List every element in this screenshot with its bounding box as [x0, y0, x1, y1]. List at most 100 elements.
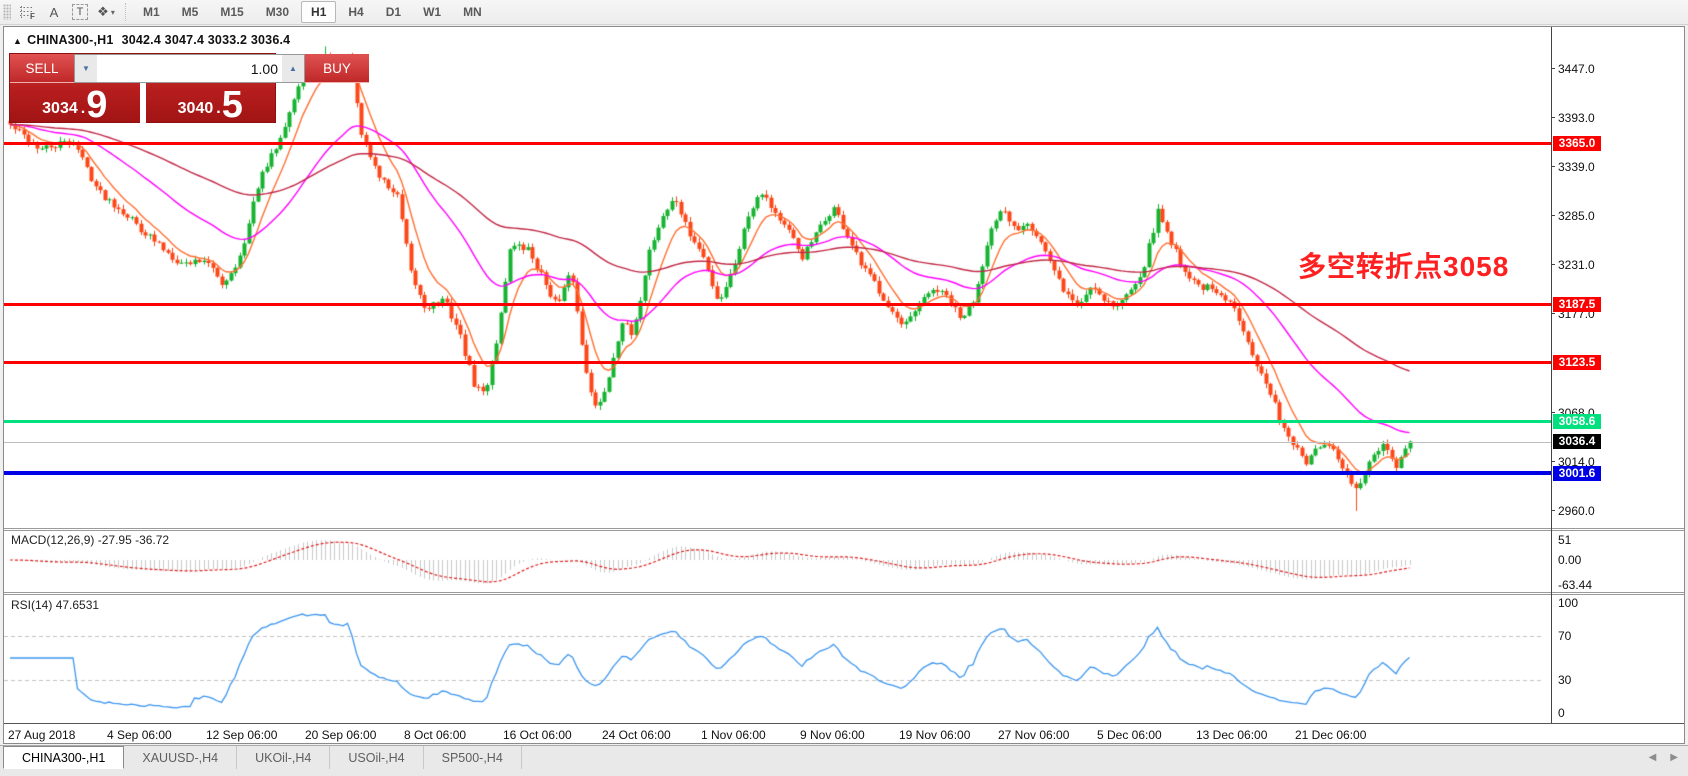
pane-separator-macd-rsi[interactable]	[4, 592, 1684, 595]
text-label-glyph: T	[72, 4, 88, 20]
toolbar-separator	[125, 3, 126, 21]
macd-axis-tick: 0.00	[1558, 553, 1582, 567]
buy-price-pip: 5	[221, 83, 243, 126]
chart-tab-sp500-h4[interactable]: SP500-,H4	[424, 746, 522, 769]
chart-annotation-text[interactable]: 多空转折点3058	[1298, 251, 1510, 282]
text-label-tool-icon[interactable]: T	[68, 2, 92, 23]
macd-label: MACD(12,26,9) -27.95 -36.72	[11, 533, 170, 547]
price-level-tag: 3123.5	[1553, 355, 1601, 371]
tab-scroll-left-icon[interactable]: ◀	[1648, 752, 1657, 763]
chart-tab-usoil-h4[interactable]: USOil-,H4	[330, 746, 424, 769]
x-axis-label: 20 Sep 06:00	[305, 728, 377, 742]
x-axis-label: 8 Oct 06:00	[404, 728, 467, 742]
chart-tab-ukoil-h4[interactable]: UKOil-,H4	[237, 746, 331, 769]
chart-expand-icon[interactable]: ▲	[13, 36, 23, 46]
symbol-timeframe: CHINA300-,H1	[27, 33, 114, 47]
chart-tab-china300-h1[interactable]: CHINA300-,H1	[3, 746, 125, 769]
price-level-tag: 3365.0	[1553, 135, 1601, 151]
sell-price-pip: 9	[86, 83, 108, 126]
rsi-axis-tick: 30	[1558, 673, 1572, 687]
buy-button[interactable]: BUY	[305, 54, 369, 83]
volume-input[interactable]	[97, 55, 282, 82]
y-axis-tick: 2960.0	[1551, 503, 1595, 518]
horizontal-level-line[interactable]	[4, 302, 1551, 306]
time-axis-frame	[4, 723, 1684, 724]
shapes-glyph: ❖	[97, 4, 109, 19]
top-toolbar: F A T ❖ ▾ M1 M5 M15 M30 H1 H4 D1 W1 MN	[0, 0, 1688, 25]
macd-indicator-canvas[interactable]	[4, 532, 1551, 592]
chart-tab-xauusd-h4[interactable]: XAUUSD-,H4	[124, 746, 238, 769]
x-axis-label: 19 Nov 06:00	[899, 728, 971, 742]
svg-text:F: F	[30, 12, 35, 20]
crosshair-cursor-icon[interactable]: F	[16, 2, 40, 23]
timeframe-w1[interactable]: W1	[423, 5, 442, 19]
y-axis-tick: 3231.0	[1551, 257, 1595, 272]
chart-tab-bar: CHINA300-,H1 XAUUSD-,H4 UKOil-,H4 USOil-,H4…	[0, 745, 1688, 776]
pane-separator-main-macd[interactable]	[4, 528, 1684, 531]
x-axis-label: 9 Nov 06:00	[800, 728, 865, 742]
chevron-down-icon: ▾	[110, 7, 115, 17]
y-axis-tick: 3447.0	[1551, 62, 1595, 76]
rsi-axis-tick: 70	[1558, 629, 1572, 643]
horizontal-level-line[interactable]	[4, 471, 1551, 476]
chart-window: ▲ CHINA300-,H1 3042.4 3047.4 3033.2 3036.4…	[3, 26, 1685, 744]
volume-decrease-button[interactable]: ▼	[75, 55, 97, 82]
y-axis-tick: 3285.0	[1551, 208, 1595, 223]
price-level-tag: 3058.6	[1553, 413, 1601, 429]
x-axis-label: 27 Nov 06:00	[998, 728, 1070, 742]
sell-price-main: 3034	[42, 100, 78, 117]
y-axis-tick: 3014.0	[1551, 454, 1595, 469]
timeframe-h1[interactable]: H1	[301, 1, 337, 23]
x-axis-label: 16 Oct 06:00	[503, 728, 572, 742]
sell-button[interactable]: SELL	[10, 54, 74, 83]
sell-price-dot: .	[80, 100, 86, 117]
timeframe-h4[interactable]: H4	[348, 5, 364, 19]
current-price-tag: 3036.4	[1553, 434, 1601, 450]
horizontal-level-line[interactable]	[4, 361, 1551, 365]
arrow-text-tool-icon[interactable]: A	[49, 4, 59, 20]
volume-increase-button[interactable]: ▲	[282, 55, 304, 82]
timeframe-bar: M1 M5 M15 M30 H1 H4 D1 W1 MN	[132, 1, 493, 23]
macd-axis-tick: 51	[1558, 532, 1572, 547]
price-level-tag: 3187.5	[1553, 296, 1601, 312]
price-divider	[139, 83, 146, 124]
current-price-line	[4, 441, 1551, 443]
chart-title: ▲ CHINA300-,H1 3042.4 3047.4 3033.2 3036.4	[13, 33, 290, 47]
x-axis-label: 27 Aug 2018	[8, 728, 76, 742]
sell-price[interactable]: 3034. 9	[10, 83, 140, 124]
price-level-tag: 3001.6	[1553, 465, 1601, 481]
macd-axis-tick: -63.44	[1558, 578, 1593, 593]
timeframe-mn[interactable]: MN	[463, 5, 482, 19]
timeframe-m1[interactable]: M1	[143, 5, 160, 19]
timeframe-d1[interactable]: D1	[385, 5, 402, 19]
x-axis-label: 4 Sep 06:00	[107, 728, 172, 742]
buy-price-dot: .	[216, 100, 221, 117]
x-axis-label: 24 Oct 06:00	[602, 728, 671, 742]
rsi-indicator-canvas[interactable]	[4, 595, 1551, 722]
rsi-label: RSI(14) 47.6531	[11, 598, 100, 612]
shapes-tool-icon[interactable]: ❖ ▾	[94, 2, 118, 23]
buy-price-main: 3040	[177, 100, 214, 117]
x-axis-label: 12 Sep 06:00	[206, 728, 278, 742]
volume-control: ▼ ▲	[74, 54, 305, 83]
timeframe-m5[interactable]: M5	[181, 5, 199, 19]
price-axis-line	[1551, 27, 1552, 723]
x-axis-label: 5 Dec 06:00	[1097, 728, 1162, 742]
timeframe-m15[interactable]: M15	[220, 5, 244, 19]
y-axis-tick: 3393.0	[1551, 110, 1595, 125]
y-axis-tick: 3339.0	[1551, 159, 1595, 174]
x-axis-label: 13 Dec 06:00	[1196, 728, 1268, 742]
horizontal-level-line[interactable]	[4, 419, 1551, 423]
toolbar-grip[interactable]	[3, 4, 11, 20]
chart-tabs: CHINA300-,H1 XAUUSD-,H4 UKOil-,H4 USOil-,H4…	[3, 746, 522, 769]
tab-scroll-right-icon[interactable]: ▶	[1670, 752, 1678, 763]
x-axis-label: 1 Nov 06:00	[701, 728, 766, 742]
horizontal-level-line[interactable]	[4, 141, 1551, 145]
buy-price[interactable]: 3040. 5	[146, 83, 276, 124]
rsi-axis-tick: 100	[1558, 596, 1579, 610]
timeframe-m30[interactable]: M30	[265, 5, 290, 19]
rsi-axis-tick: 0	[1558, 706, 1565, 720]
one-click-trading-panel: SELL ▼ ▲ BUY 3034.9 3040.5	[9, 53, 369, 124]
x-axis-label: 21 Dec 06:00	[1295, 728, 1367, 742]
